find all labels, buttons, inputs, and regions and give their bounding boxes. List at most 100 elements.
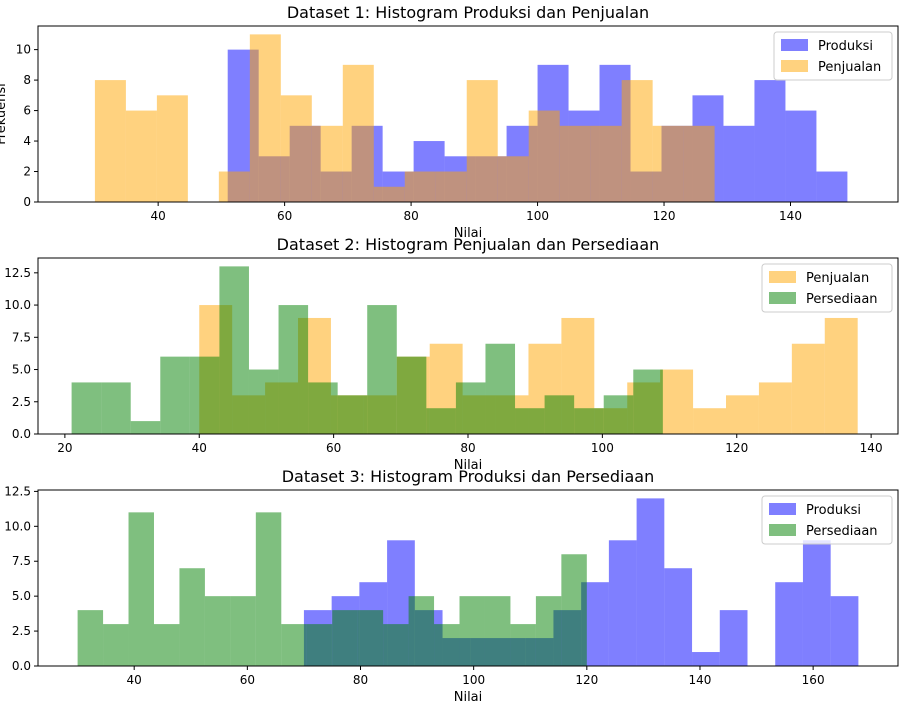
histogram-bar [455, 382, 486, 434]
histogram-bar [723, 125, 755, 202]
y-tick-label: 12.5 [4, 484, 31, 498]
histogram-bar [515, 408, 545, 434]
histogram-bar [758, 382, 792, 434]
histogram-bar [660, 369, 694, 434]
histogram-bar [559, 125, 591, 202]
chart-title: Dataset 3: Histogram Produksi dan Persed… [282, 467, 655, 486]
histogram-bar [692, 652, 720, 666]
histogram-bar [510, 624, 536, 666]
x-tick-label: 140 [779, 209, 802, 223]
histogram-bar [278, 305, 309, 434]
histogram-bar [693, 408, 726, 434]
histogram-bar [306, 624, 333, 666]
y-tick-label: 5.0 [12, 589, 31, 603]
legend-swatch [781, 39, 808, 51]
legend-label: Penjualan [806, 271, 869, 286]
legend-label: Penjualan [818, 60, 881, 75]
histogram-bar [128, 512, 154, 666]
chart-panel-1: Dataset 1: Histogram Produksi dan Penjua… [0, 3, 899, 241]
x-axis-label: Nilai [454, 226, 483, 241]
x-tick-label: 80 [403, 209, 418, 223]
y-tick-label: 4 [23, 134, 31, 148]
x-tick-label: 120 [725, 441, 748, 455]
histogram-bar [153, 624, 180, 666]
histogram-bar [528, 110, 560, 202]
histogram-bar [590, 125, 622, 202]
histogram-bar [824, 317, 858, 434]
x-tick-label: 140 [860, 441, 883, 455]
histogram-bar [281, 624, 307, 666]
y-tick-label: 2.5 [12, 395, 31, 409]
x-tick-label: 60 [277, 209, 292, 223]
histogram-bar [603, 395, 634, 434]
histogram-bar [466, 80, 498, 202]
x-tick-label: 60 [240, 673, 255, 687]
histogram-bar [435, 171, 467, 202]
legend-swatch [781, 60, 808, 72]
x-axis-label: Nilai [454, 690, 483, 705]
y-tick-label: 0.0 [12, 659, 31, 673]
histogram-bar [434, 624, 460, 666]
histogram-bar [230, 596, 256, 666]
histogram-bar [311, 125, 343, 202]
series-persediaan [77, 512, 587, 666]
x-tick-label: 20 [57, 441, 72, 455]
legend: Penjualan Persediaan [761, 263, 893, 313]
y-tick-label: 10.0 [4, 519, 31, 533]
y-tick-label: 12.5 [4, 266, 31, 280]
chart-panel-2: Dataset 2: Histogram Penjualan dan Perse… [4, 235, 899, 473]
y-tick-label: 7.5 [12, 554, 31, 568]
histogram-bar [101, 382, 131, 434]
legend: Produksi Penjualan [773, 31, 893, 81]
histogram-bar [249, 34, 281, 202]
x-tick-label: 40 [127, 673, 142, 687]
x-tick-label: 140 [689, 673, 712, 687]
histogram-bar [357, 610, 384, 666]
histogram-bar [332, 610, 358, 666]
histogram-bar [342, 64, 374, 202]
histogram-bar [608, 540, 637, 666]
legend-swatch [769, 271, 796, 283]
chart-title: Dataset 2: Histogram Penjualan dan Perse… [277, 235, 660, 254]
histogram-bar [636, 498, 665, 666]
histogram-bar [280, 95, 312, 202]
x-tick-label: 40 [192, 441, 207, 455]
histogram-bar [485, 343, 516, 434]
y-tick-label: 0 [23, 195, 31, 209]
y-tick-label: 2 [23, 165, 31, 179]
legend-label: Persediaan [806, 292, 878, 307]
y-tick-label: 6 [23, 104, 31, 118]
histogram-bar [683, 125, 715, 202]
histogram-bar [802, 540, 831, 666]
histogram-bar [77, 610, 104, 666]
histogram-bar [125, 110, 157, 202]
chart-panel-3: Dataset 3: Histogram Produksi dan Persed… [4, 467, 899, 705]
histogram-bar [130, 421, 161, 434]
x-tick-label: 120 [653, 209, 676, 223]
histogram-bar [204, 596, 231, 666]
y-tick-label: 8 [23, 73, 31, 87]
histogram-bar [664, 568, 693, 666]
histogram-bar [396, 356, 427, 434]
histogram-bar [426, 408, 456, 434]
legend-swatch [769, 292, 796, 304]
y-tick-label: 5.0 [12, 363, 31, 377]
y-tick-label: 2.5 [12, 624, 31, 638]
legend: Produksi Persediaan [761, 495, 893, 545]
histogram-bar [156, 95, 188, 202]
series-persediaan [71, 266, 663, 434]
x-tick-label: 100 [591, 441, 614, 455]
histogram-bar [785, 110, 817, 202]
histogram-bar [337, 395, 368, 434]
histogram-bar [791, 343, 825, 434]
y-tick-label: 10 [16, 43, 31, 57]
histogram-bar [830, 596, 859, 666]
x-axis-label: Nilai [454, 458, 483, 473]
series-penjualan [94, 34, 715, 202]
y-tick-label: 0.0 [12, 427, 31, 441]
x-tick-label: 100 [462, 673, 485, 687]
x-tick-label: 120 [575, 673, 598, 687]
histogram-bar [652, 125, 684, 202]
legend-swatch [769, 503, 796, 515]
